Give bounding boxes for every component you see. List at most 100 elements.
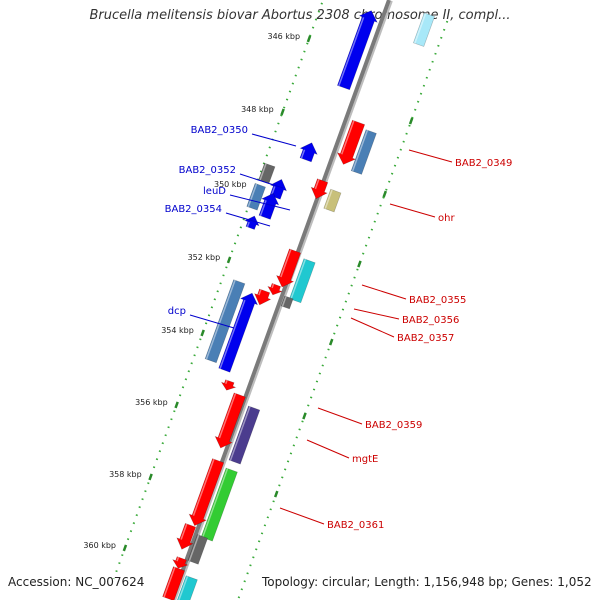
gene-arrow-reverse (214, 392, 246, 449)
gene-label-reverse: BAB2_0349 (455, 158, 512, 169)
gene-arrow-reverse (276, 248, 302, 288)
gene-box-forward (246, 183, 266, 211)
scale-tick-label: 358 kbp (109, 470, 142, 479)
gene-highlight (188, 534, 200, 562)
gene-highlight (246, 221, 250, 228)
leader-line-reverse (361, 284, 407, 300)
gene-label-forward: BAB2_0350 (191, 125, 248, 136)
gene-highlight (219, 299, 246, 369)
gene-box-reverse (350, 129, 377, 175)
gene-highlight (341, 120, 355, 155)
gene-highlight (225, 379, 228, 385)
gene-label-reverse: BAB2_0356 (402, 315, 459, 326)
leader-line-reverse (350, 317, 395, 338)
gene-highlight (259, 163, 267, 181)
gene-label-forward: BAB2_0354 (165, 204, 222, 215)
gene-highlight (258, 289, 262, 296)
gene-highlight (247, 183, 258, 208)
track-marker (328, 338, 334, 346)
gene-label-reverse: BAB2_0357 (397, 333, 454, 344)
gene-arrow-reverse (188, 458, 225, 526)
track-marker (357, 260, 362, 268)
gene-highlight (180, 523, 188, 540)
gene-arrow-forward (244, 215, 260, 230)
gene-box-reverse (280, 295, 294, 310)
track-marker (273, 490, 279, 498)
gene-arrow-reverse (220, 379, 237, 391)
scale-tick-mark (200, 329, 205, 337)
track-marker (408, 117, 414, 125)
gene-label-forward: dcp (168, 306, 186, 317)
gene-arrow-forward (337, 10, 378, 91)
gene-label-reverse: BAB2_0361 (327, 520, 384, 531)
gene-arrow-reverse (176, 523, 197, 550)
label-leader-lines (189, 133, 453, 525)
gene-label-reverse: mgtE (352, 454, 378, 465)
gene-box-reverse (187, 534, 208, 565)
gene-highlight (280, 249, 292, 278)
gene-arrow-forward (299, 142, 318, 163)
track-marker (302, 412, 307, 420)
gene-arrow-forward (218, 292, 259, 373)
gene-box-reverse (228, 405, 261, 465)
gene-box-reverse (176, 575, 198, 600)
scale-tick-mark (306, 35, 312, 43)
gene-arrow-reverse (310, 178, 329, 200)
gene-highlight (192, 458, 215, 516)
gene-highlight (338, 17, 365, 87)
gene-arrow-forward (258, 193, 280, 220)
leader-line-forward (239, 173, 284, 189)
gene-highlight (201, 468, 229, 538)
scale-tick-mark (122, 544, 128, 552)
accession-text: Accession: NC_007624 (8, 575, 145, 589)
scale-tick-label: 348 kbp (241, 105, 274, 114)
gene-box-reverse (413, 12, 435, 47)
gene-highlight (324, 189, 333, 209)
gene-highlight (300, 149, 306, 159)
scale-tick-label: 356 kbp (135, 398, 168, 407)
dotted-track-lines (112, 0, 449, 600)
gene-highlight (176, 556, 180, 562)
scale-tick-mark (148, 473, 153, 481)
leader-line-forward (229, 194, 291, 211)
genome-summary-text: Topology: circular; Length: 1,156,948 bp… (262, 575, 592, 589)
track-marker (382, 190, 387, 198)
gene-highlight (163, 566, 176, 598)
gene-highlight (414, 13, 427, 44)
gene-arrow-reverse (172, 556, 189, 569)
leader-line-reverse (279, 507, 325, 525)
gene-label-forward: leuD (203, 186, 226, 197)
gene-highlight (351, 129, 369, 172)
scale-tick-label: 360 kbp (83, 541, 116, 550)
map-title: Brucella melitensis biovar Abortus 2308 … (89, 8, 511, 23)
scale-tick-mark (280, 108, 285, 116)
gene-box-reverse (289, 258, 316, 304)
gene-arrow-reverse (267, 283, 283, 296)
gene-label-reverse: ohr (438, 213, 455, 224)
leader-line-forward (225, 212, 271, 227)
scale-tick-mark (174, 401, 179, 409)
gene-features (162, 10, 435, 600)
leader-line-reverse (353, 308, 400, 320)
leader-line-reverse (389, 203, 436, 218)
gene-label-reverse: BAB2_0359 (365, 420, 422, 431)
gene-arrow-reverse (336, 119, 366, 165)
scale-tick-label: 346 kbp (267, 32, 300, 41)
scale-tick-label: 354 kbp (161, 326, 194, 335)
scale-tick-label: 350 kbp (214, 180, 247, 189)
scale-tick-label: 352 kbp (188, 253, 221, 262)
gene-highlight (178, 575, 189, 600)
gene-box-reverse (162, 566, 186, 600)
gene-box-reverse (323, 188, 342, 213)
gene-highlight (205, 279, 236, 360)
gene-arrow-reverse (254, 288, 272, 306)
leader-line-reverse (317, 407, 363, 425)
leader-line-forward (189, 314, 235, 329)
gene-highlight (218, 393, 237, 439)
gene-box-reverse (200, 467, 238, 542)
gene-highlight (229, 406, 251, 461)
scale-tick-mark (226, 256, 232, 264)
gene-highlight (271, 283, 275, 289)
